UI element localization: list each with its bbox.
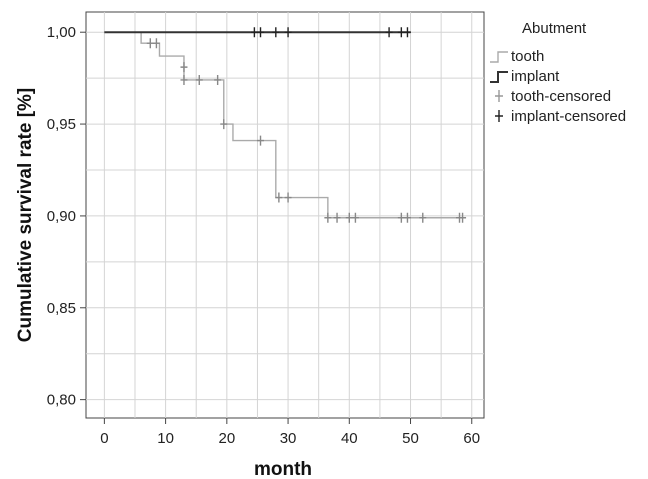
censor-mark-tooth — [333, 212, 341, 223]
legend-label-tooth-censored: tooth-censored — [511, 88, 611, 105]
x-tick-label: 10 — [157, 430, 174, 447]
censor-mark-implant — [385, 27, 393, 38]
censor-mark-implant — [403, 27, 411, 38]
legend-swatch-implant — [490, 71, 508, 83]
x-axis-title: month — [254, 459, 312, 479]
legend-swatch-tooth-censored — [495, 90, 503, 102]
y-axis-title: Cumulative survival rate [%] — [15, 88, 36, 342]
censor-mark-tooth — [146, 38, 154, 49]
plot-area — [85, 11, 485, 419]
legend-swatch-implant-censored — [495, 110, 503, 122]
legend-label-implant: implant — [511, 68, 560, 85]
censor-mark-tooth — [152, 38, 160, 49]
censor-mark-tooth — [214, 74, 222, 85]
legend-label-tooth: tooth — [511, 48, 544, 65]
censor-mark-tooth — [351, 212, 359, 223]
grid-layer — [86, 12, 484, 418]
x-tick-label: 30 — [280, 430, 297, 447]
x-tick-label: 50 — [402, 430, 419, 447]
x-tick-label: 20 — [218, 430, 235, 447]
x-tick-label: 0 — [100, 430, 108, 447]
censor-mark-tooth — [403, 212, 411, 223]
legend-swatch-tooth — [490, 51, 508, 63]
y-tick-label: 1,00 — [47, 24, 76, 41]
censor-mark-tooth — [275, 192, 283, 203]
y-tick-label: 0,95 — [47, 116, 76, 133]
censor-mark-implant — [272, 27, 280, 38]
y-tick-label: 0,90 — [47, 208, 76, 225]
censor-mark-implant — [284, 27, 292, 38]
series-layer — [104, 27, 467, 223]
y-tick-label: 0,80 — [47, 392, 76, 409]
censor-mark-tooth — [195, 74, 203, 85]
censor-mark-tooth — [324, 212, 332, 223]
censor-mark-tooth — [345, 212, 353, 223]
censor-mark-tooth — [397, 212, 405, 223]
censor-mark-implant — [250, 27, 258, 38]
legend: Abutment tooth implant tooth-censored impla… — [490, 20, 626, 125]
censor-mark-tooth — [220, 119, 228, 130]
censor-mark-implant — [257, 27, 265, 38]
censor-mark-tooth — [180, 62, 188, 73]
censor-mark-tooth — [284, 192, 292, 203]
legend-title: Abutment — [522, 20, 587, 37]
x-tick-label: 60 — [463, 430, 480, 447]
x-tick-label: 40 — [341, 430, 358, 447]
y-tick-label: 0,85 — [47, 300, 76, 317]
censor-mark-tooth — [419, 212, 427, 223]
censor-mark-tooth — [459, 212, 467, 223]
censor-mark-tooth — [257, 135, 265, 146]
axis-layer: 0 10 20 30 40 50 60 0,80 0,85 0,90 0,95 1,00 — [47, 24, 480, 447]
censor-mark-implant — [397, 27, 405, 38]
censor-mark-tooth — [180, 74, 188, 85]
legend-label-implant-censored: implant-censored — [511, 108, 626, 125]
